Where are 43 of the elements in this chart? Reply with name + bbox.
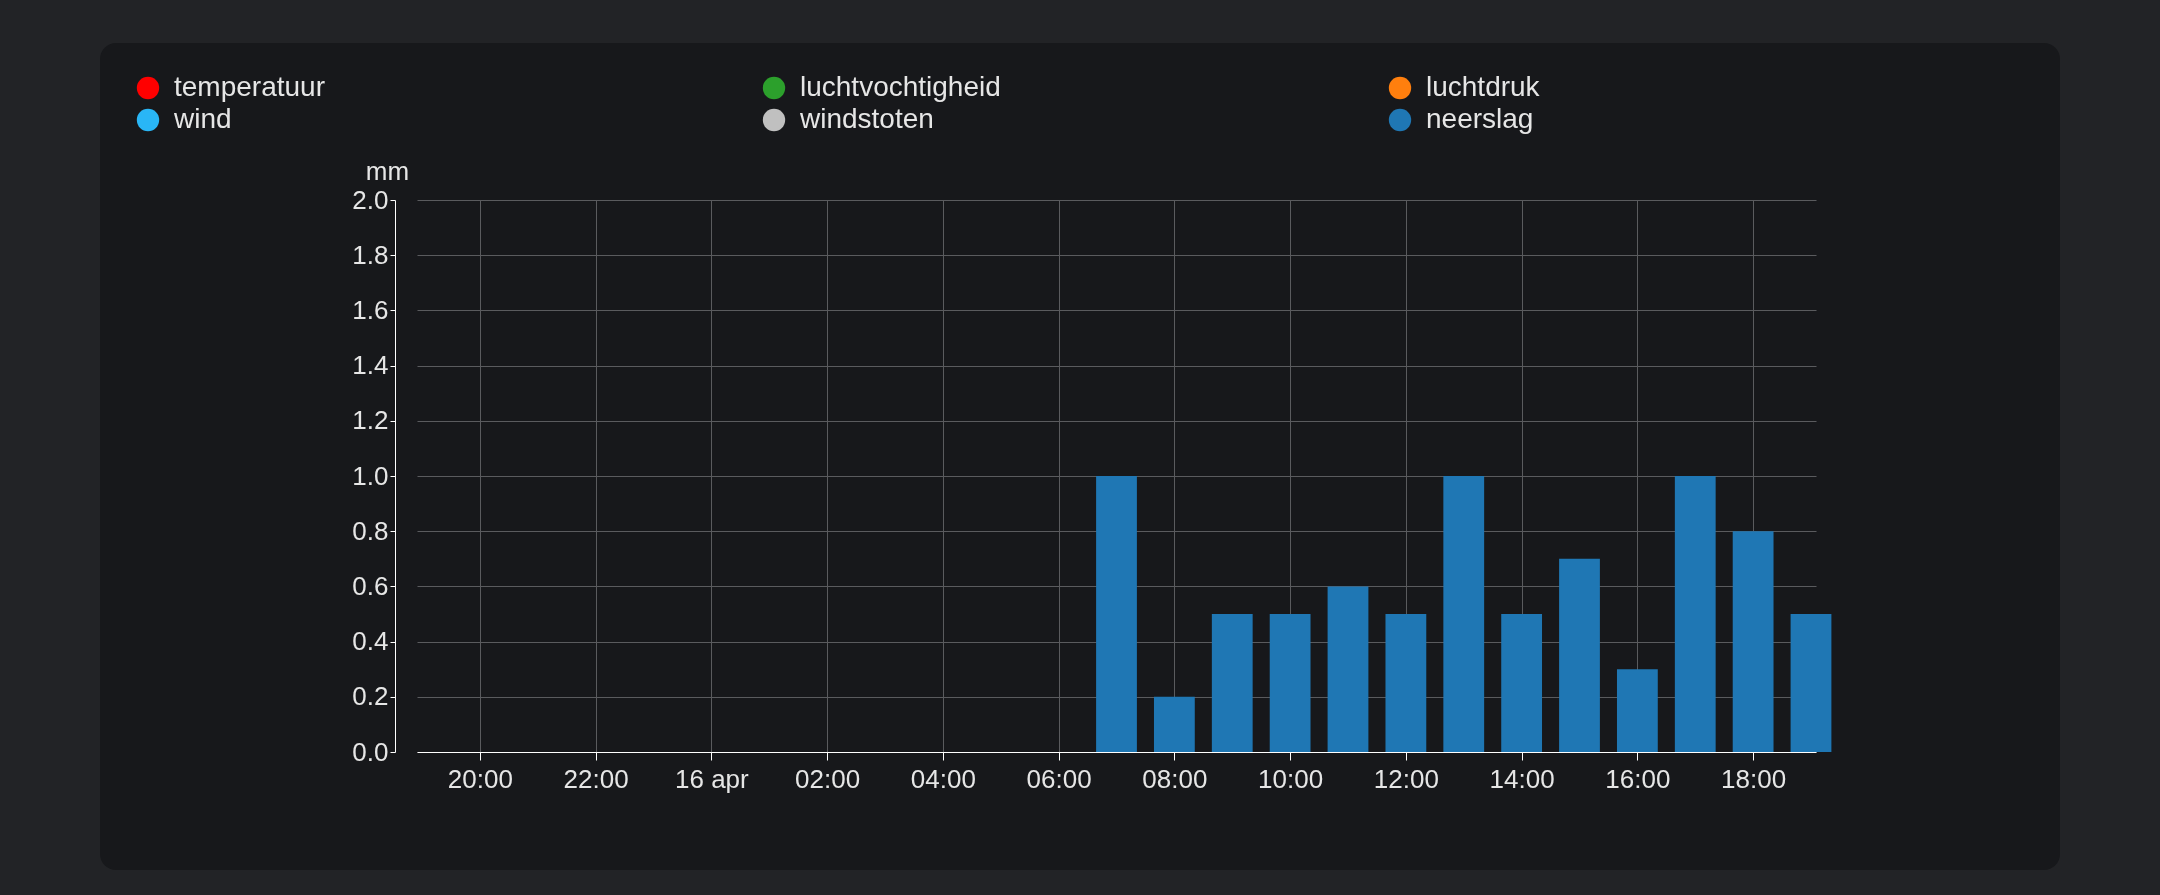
legend-label: luchtvochtigheid xyxy=(800,71,1001,102)
y-tick-label: 0.4 xyxy=(352,626,389,657)
y-tick-label: 1.4 xyxy=(352,350,389,381)
bar xyxy=(1153,696,1195,752)
bar xyxy=(1732,531,1774,752)
bar xyxy=(1327,586,1369,752)
bar xyxy=(1096,476,1137,752)
y-axis-title: mm xyxy=(365,155,410,186)
x-tick-label: 08:00 xyxy=(1142,763,1208,794)
y-tick-label: 1.8 xyxy=(352,239,389,270)
y-tick-label: 2.0 xyxy=(352,184,389,215)
y-tick-label: 1.0 xyxy=(352,460,389,491)
bar xyxy=(1559,558,1600,752)
bar xyxy=(1616,669,1658,752)
x-tick-label: 16:00 xyxy=(1605,763,1671,794)
bar xyxy=(1674,476,1716,752)
legend-label: neerslag xyxy=(1426,103,1534,134)
bar xyxy=(1385,614,1427,752)
x-tick-label: 18:00 xyxy=(1721,763,1787,794)
x-tick-label: 14:00 xyxy=(1489,763,1555,794)
y-tick-label: 0.0 xyxy=(352,736,389,767)
y-tick-label: 1.6 xyxy=(352,294,389,325)
y-tick-label: 0.8 xyxy=(352,515,389,546)
bar xyxy=(1501,614,1543,752)
y-tick-label: 1.2 xyxy=(352,405,389,436)
x-tick-label: 06:00 xyxy=(1026,763,1092,794)
y-tick-label: 0.6 xyxy=(352,570,389,601)
x-tick-label: 02:00 xyxy=(795,763,861,794)
legend-label: windstoten xyxy=(799,103,934,134)
legend-label: wind xyxy=(173,103,232,134)
x-tick-label: 10:00 xyxy=(1258,763,1324,794)
legend-label: temperatuur xyxy=(174,71,325,102)
x-tick-label: 04:00 xyxy=(910,763,976,794)
x-tick-label: 22:00 xyxy=(563,763,629,794)
legend-label: luchtdruk xyxy=(1426,71,1541,102)
bar xyxy=(1790,614,1832,752)
x-tick-label: 16 apr xyxy=(675,763,750,794)
y-tick-label: 0.2 xyxy=(352,681,389,712)
x-tick-label: 12:00 xyxy=(1373,763,1439,794)
bar xyxy=(1269,614,1311,752)
bar xyxy=(1211,614,1253,752)
bar xyxy=(1443,476,1485,752)
x-tick-label: 20:00 xyxy=(447,763,513,794)
